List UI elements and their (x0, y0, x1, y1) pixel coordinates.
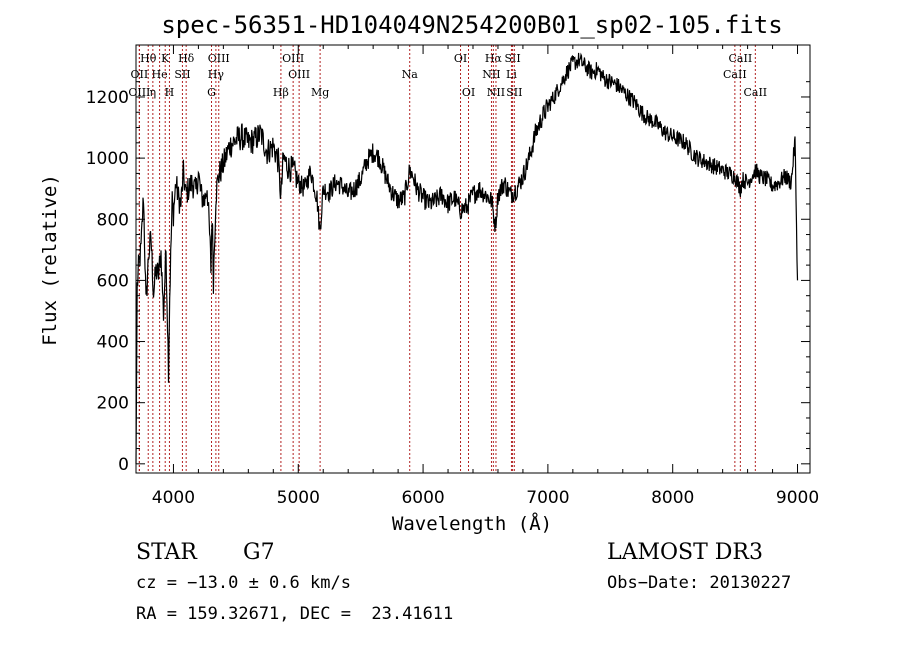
x-tick-label: 4000 (152, 488, 195, 508)
spectral-line-label: OI (462, 86, 475, 99)
spectral-line-label: Hδ (178, 52, 195, 65)
spectral-line-label: Mg (311, 86, 329, 99)
spectral-line-label: H (165, 86, 175, 99)
spectral-line-label: He (152, 68, 168, 81)
spectral-line-label: SII (504, 52, 520, 65)
y-tick-label: 0 (118, 455, 129, 475)
x-tick-label: 9000 (776, 488, 819, 508)
spectral-line-label: NII (487, 86, 505, 99)
y-tick-label: 800 (97, 210, 129, 230)
coordinates: RA = 159.32671, DEC = 23.41611 (136, 604, 454, 624)
spectral-line-label: OI (454, 52, 467, 65)
spectral-line-label: Na (402, 68, 419, 81)
x-tick-label: 8000 (651, 488, 694, 508)
x-tick-label: 7000 (526, 488, 569, 508)
y-tick-label: 600 (97, 271, 129, 291)
spectral-line-label: OIII (282, 52, 304, 65)
spectral-line-label: Hθ (140, 52, 157, 65)
x-tick-label: 5000 (277, 488, 320, 508)
spectral-line-label: NII (482, 68, 500, 81)
spectrum-line (135, 52, 799, 464)
redshift-info: cz = −13.0 ± 0.6 km/s (136, 573, 351, 593)
x-tick-label: 6000 (401, 488, 444, 508)
x-axis-label: Wavelength (Å) (392, 512, 552, 535)
spectral-line-label: SII (174, 68, 190, 81)
spectral-line-label: OIII (128, 86, 150, 99)
spectral-line-label: η (150, 86, 157, 99)
spectral-line-label: SII (506, 86, 522, 99)
object-class: STAR (136, 540, 197, 565)
survey-name: LAMOST DR3 (607, 540, 763, 565)
axis-ticks: 4000 5000 6000 7000 8000 9000 0 200 400 600 800 100… (86, 45, 819, 508)
y-tick-label: 1200 (86, 88, 129, 108)
spectral-line-label: Li (506, 68, 517, 81)
y-tick-label: 200 (97, 394, 129, 414)
spectral-line-label: CaII (729, 52, 753, 65)
spectral-line-label: OIII (288, 68, 310, 81)
y-tick-label: 1000 (86, 149, 129, 169)
chart-title: spec-56351-HD104049N254200B01_sp02-105.f… (161, 11, 782, 39)
observation-date: Obs−Date: 20130227 (607, 573, 792, 593)
y-axis-label: Flux (relative) (39, 174, 61, 346)
plot-frame (135, 44, 811, 474)
spectral-line-label: CaII (723, 68, 747, 81)
object-subclass: G7 (243, 540, 275, 565)
spectral-line-label: Hγ (208, 68, 225, 81)
spectral-line-label: CaII (743, 86, 767, 99)
spectral-line-label: Hα (485, 52, 503, 65)
y-tick-label: 400 (97, 333, 129, 353)
spectral-line-label: K (161, 52, 170, 65)
spectral-line-label: Hβ (273, 86, 289, 99)
spectral-line-label: OIII (208, 52, 230, 65)
spectral-line-label: G (207, 86, 216, 99)
